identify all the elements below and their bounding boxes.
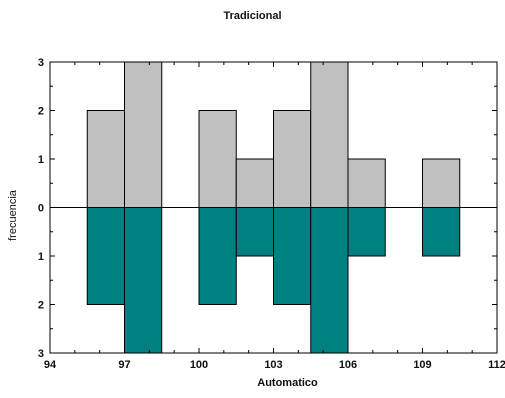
upper-bar-1: [125, 62, 162, 208]
lower-bar-3: [199, 208, 236, 305]
lower-bar-7: [348, 208, 385, 257]
y-tick-label-1: 2: [38, 106, 44, 118]
upper-bar-3: [199, 111, 236, 208]
upper-bar-9: [423, 159, 460, 208]
upper-bar-0: [87, 111, 124, 208]
x-tick-label-2: 100: [190, 359, 208, 371]
y-tick-label-6: 3: [38, 348, 44, 360]
x-tick-label-0: 94: [44, 359, 57, 371]
lower-bar-6: [311, 208, 348, 354]
y-tick-label-5: 2: [38, 300, 44, 312]
upper-bars-group: [87, 62, 460, 208]
lower-bar-4: [236, 208, 273, 257]
upper-bar-4: [236, 159, 273, 208]
upper-bar-5: [274, 111, 311, 208]
lower-bars-group: [87, 208, 460, 354]
y-tick-label-3: 0: [38, 203, 44, 215]
x-axis-label: Automatico: [257, 377, 318, 389]
x-tick-label-1: 97: [118, 359, 130, 371]
lower-bar-1: [125, 208, 162, 354]
lower-bar-9: [423, 208, 460, 257]
y-axis-label: frecuencia: [7, 189, 19, 241]
upper-bar-7: [348, 159, 385, 208]
lower-bar-0: [87, 208, 124, 305]
lower-bar-5: [274, 208, 311, 305]
x-tick-label-5: 109: [413, 359, 431, 371]
y-tick-label-0: 3: [38, 57, 44, 69]
y-tick-label-2: 1: [38, 154, 44, 166]
y-tick-label-4: 1: [38, 251, 44, 263]
upper-bar-6: [311, 62, 348, 208]
x-tick-label-6: 112: [488, 359, 505, 371]
x-tick-label-3: 103: [264, 359, 282, 371]
x-tick-label-4: 106: [339, 359, 357, 371]
